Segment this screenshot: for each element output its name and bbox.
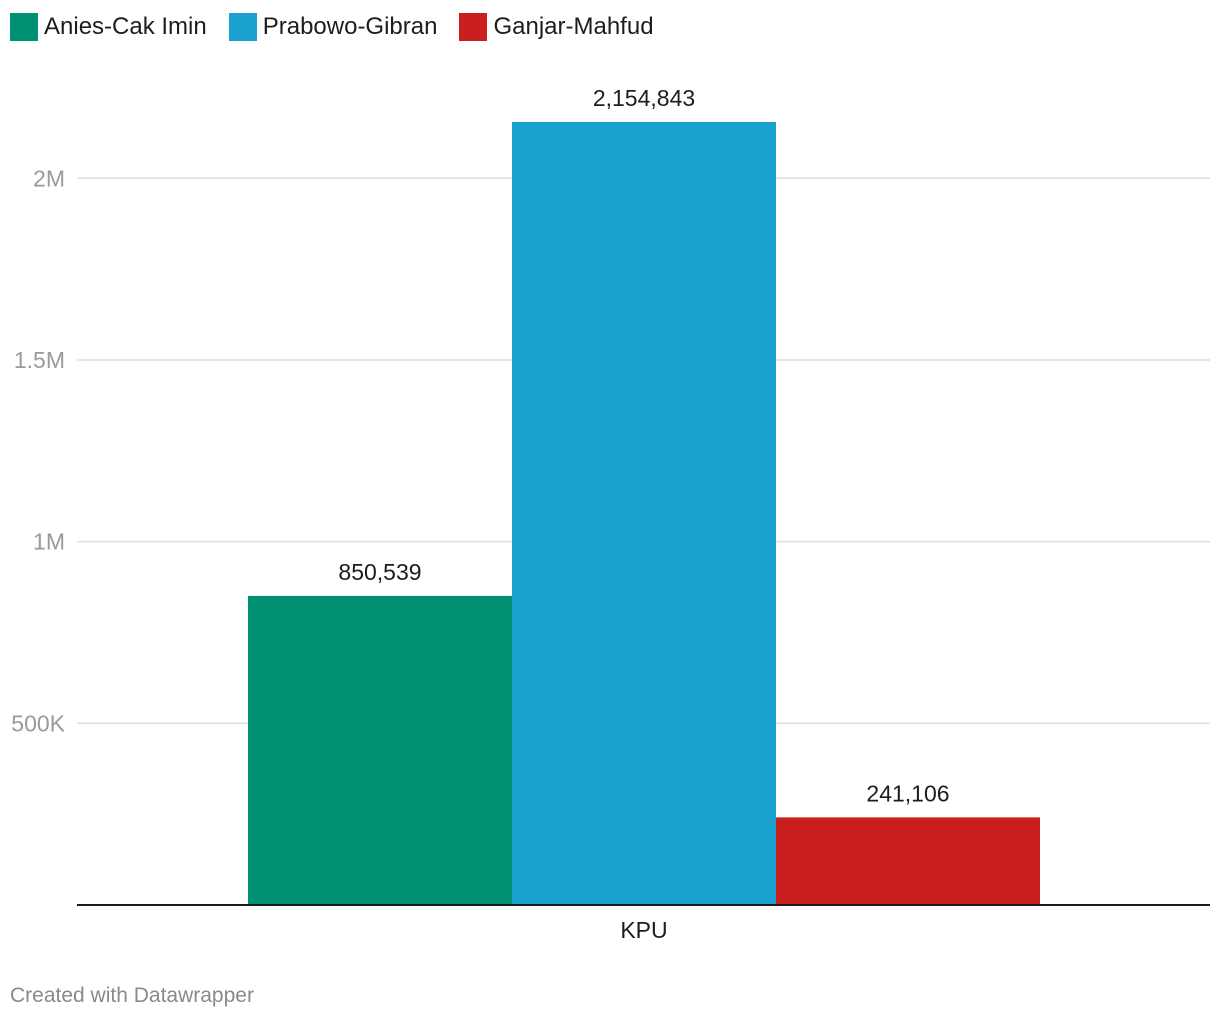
legend-item-ganjar-mahfud: Ganjar-Mahfud <box>459 13 654 41</box>
y-tick-label: 2M <box>33 165 65 191</box>
bar-value-label: 850,539 <box>338 559 421 585</box>
bar-chart: 500K 1M 1.5M 2M 850,539 2,154,843 241,106 KPU <box>11 85 1210 943</box>
bar-ganjar-mahfud <box>776 817 1040 905</box>
footer-credit: Created with Datawrapper <box>10 984 254 1007</box>
y-tick-label: 500K <box>11 710 65 736</box>
legend-label: Prabowo-Gibran <box>262 13 438 40</box>
bar-value-label: 2,154,843 <box>593 85 695 111</box>
bar-value-label: 241,106 <box>866 780 949 806</box>
legend-label: Anies-Cak Imin <box>44 13 207 40</box>
x-category-label: KPU <box>620 917 667 943</box>
legend-swatch <box>459 13 488 41</box>
bar-anies-cak-imin <box>248 595 512 905</box>
legend-item-prabowo-gibran: Prabowo-Gibran <box>228 13 438 41</box>
legend-swatch <box>10 13 38 41</box>
legend-item-anies-cak-imin: Anies-Cak Imin <box>10 13 207 41</box>
legend-label: Ganjar-Mahfud <box>493 13 654 40</box>
legend-swatch <box>228 13 257 41</box>
y-tick-label: 1.5M <box>14 347 65 373</box>
bar-prabowo-gibran <box>512 122 776 905</box>
chart-legend: Anies-Cak Imin Prabowo-Gibran Ganjar-Mah… <box>10 12 676 42</box>
y-tick-label: 1M <box>33 529 65 555</box>
